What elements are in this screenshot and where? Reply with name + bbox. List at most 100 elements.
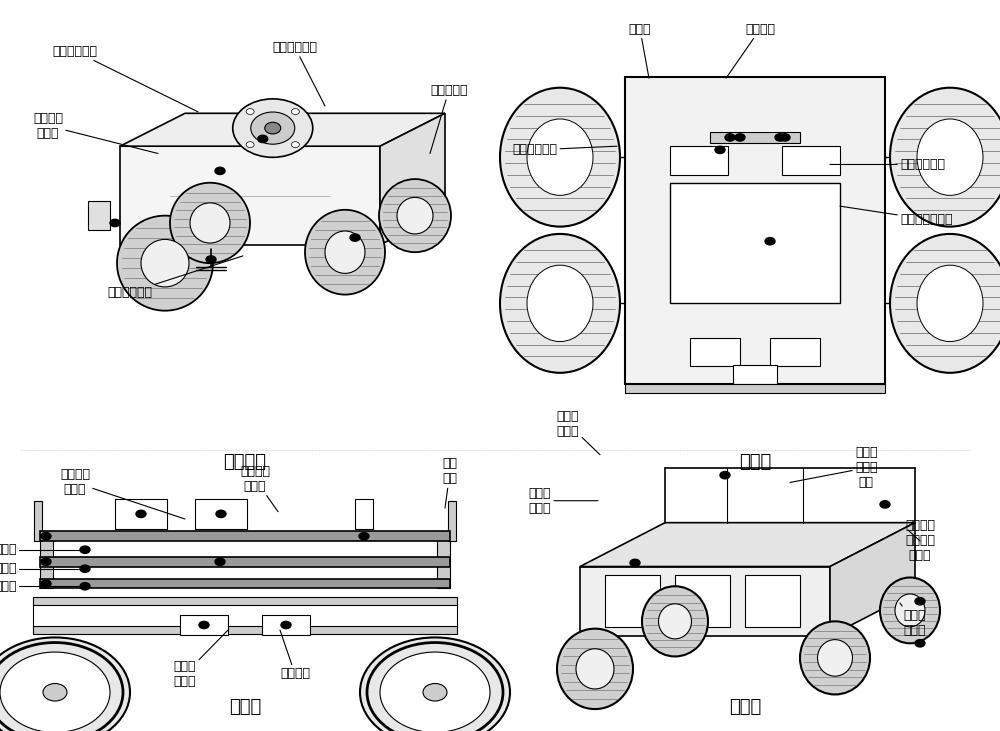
Circle shape — [380, 652, 490, 731]
Ellipse shape — [557, 629, 633, 709]
Ellipse shape — [117, 216, 213, 311]
Circle shape — [265, 122, 281, 134]
Circle shape — [41, 558, 51, 566]
Text: 气动
系统: 气动 系统 — [442, 458, 458, 508]
Ellipse shape — [890, 88, 1000, 227]
Ellipse shape — [880, 577, 940, 643]
Circle shape — [630, 559, 640, 567]
Bar — [40, 557, 450, 567]
Circle shape — [291, 142, 299, 148]
Text: 移动小车
控制器: 移动小车 控制器 — [60, 469, 185, 519]
Bar — [180, 615, 228, 635]
Ellipse shape — [379, 179, 451, 252]
Ellipse shape — [305, 210, 385, 295]
Circle shape — [780, 134, 790, 141]
Ellipse shape — [500, 234, 620, 373]
Bar — [670, 146, 728, 175]
Bar — [437, 531, 450, 588]
Bar — [40, 531, 53, 588]
Text: 立体图: 立体图 — [729, 698, 761, 716]
Circle shape — [281, 621, 291, 629]
Text: 电源管
理装置: 电源管 理装置 — [174, 630, 228, 688]
Circle shape — [360, 637, 510, 731]
Ellipse shape — [325, 231, 365, 273]
Circle shape — [915, 598, 925, 605]
Bar — [448, 501, 456, 541]
Ellipse shape — [895, 594, 925, 626]
Circle shape — [715, 146, 725, 154]
Text: 伺服电机: 伺服电机 — [726, 23, 775, 78]
Text: 麦克拉姆轮: 麦克拉姆轮 — [430, 84, 468, 154]
Polygon shape — [120, 113, 445, 146]
Polygon shape — [120, 146, 380, 245]
Text: 移动小车本体: 移动小车本体 — [52, 45, 198, 112]
Text: 小车伺服
驱动器: 小车伺服 驱动器 — [240, 465, 278, 512]
Text: 存储装置
安装座: 存储装置 安装座 — [33, 112, 158, 154]
Bar — [195, 499, 247, 529]
Circle shape — [423, 683, 447, 701]
Bar — [675, 575, 730, 627]
Ellipse shape — [527, 119, 593, 195]
Bar — [115, 499, 167, 529]
Text: 运动控
制模块: 运动控 制模块 — [529, 487, 598, 515]
Circle shape — [80, 546, 90, 553]
Polygon shape — [580, 523, 915, 567]
Ellipse shape — [397, 197, 433, 234]
Circle shape — [915, 640, 925, 647]
Circle shape — [258, 135, 268, 143]
Ellipse shape — [141, 240, 189, 287]
Bar — [40, 531, 450, 541]
Circle shape — [215, 167, 225, 175]
Ellipse shape — [800, 621, 870, 694]
Bar — [670, 183, 840, 303]
Text: 主视图: 主视图 — [229, 698, 261, 716]
Bar — [355, 499, 373, 529]
Bar — [625, 384, 885, 393]
Circle shape — [246, 109, 254, 115]
Circle shape — [43, 683, 67, 701]
Ellipse shape — [890, 234, 1000, 373]
Circle shape — [251, 112, 295, 144]
Circle shape — [0, 652, 110, 731]
Ellipse shape — [917, 265, 983, 341]
Circle shape — [110, 219, 120, 227]
Text: 第三层: 第三层 — [0, 580, 17, 593]
Bar — [33, 626, 457, 634]
Circle shape — [350, 234, 360, 241]
Text: 减速器: 减速器 — [629, 23, 651, 78]
Ellipse shape — [642, 586, 708, 656]
Circle shape — [725, 134, 735, 141]
Bar — [690, 338, 740, 366]
Circle shape — [880, 501, 890, 508]
Bar — [745, 575, 800, 627]
Circle shape — [233, 99, 313, 157]
Bar — [88, 201, 110, 230]
Ellipse shape — [190, 202, 230, 243]
Circle shape — [359, 532, 369, 539]
Bar — [782, 146, 840, 175]
Circle shape — [206, 256, 216, 263]
Ellipse shape — [527, 265, 593, 341]
Circle shape — [80, 583, 90, 590]
Ellipse shape — [170, 183, 250, 263]
Text: 锂电池串: 锂电池串 — [280, 630, 310, 681]
Circle shape — [216, 510, 226, 518]
Circle shape — [246, 142, 254, 148]
Text: 第一层: 第一层 — [0, 543, 17, 556]
Text: 机械臂安装孔: 机械臂安装孔 — [272, 41, 325, 106]
Bar — [40, 579, 450, 588]
Bar — [733, 365, 777, 384]
Bar — [770, 338, 820, 366]
Circle shape — [765, 238, 775, 245]
Text: 底视图: 底视图 — [739, 453, 771, 471]
Polygon shape — [830, 523, 915, 636]
Circle shape — [136, 510, 146, 518]
Circle shape — [0, 637, 130, 731]
Bar — [625, 77, 885, 384]
Bar — [710, 132, 800, 143]
Circle shape — [199, 621, 209, 629]
Circle shape — [80, 565, 90, 572]
Text: 机械臂
伺服驱
动器: 机械臂 伺服驱 动器 — [790, 447, 878, 489]
Circle shape — [775, 134, 785, 141]
Polygon shape — [380, 113, 445, 245]
